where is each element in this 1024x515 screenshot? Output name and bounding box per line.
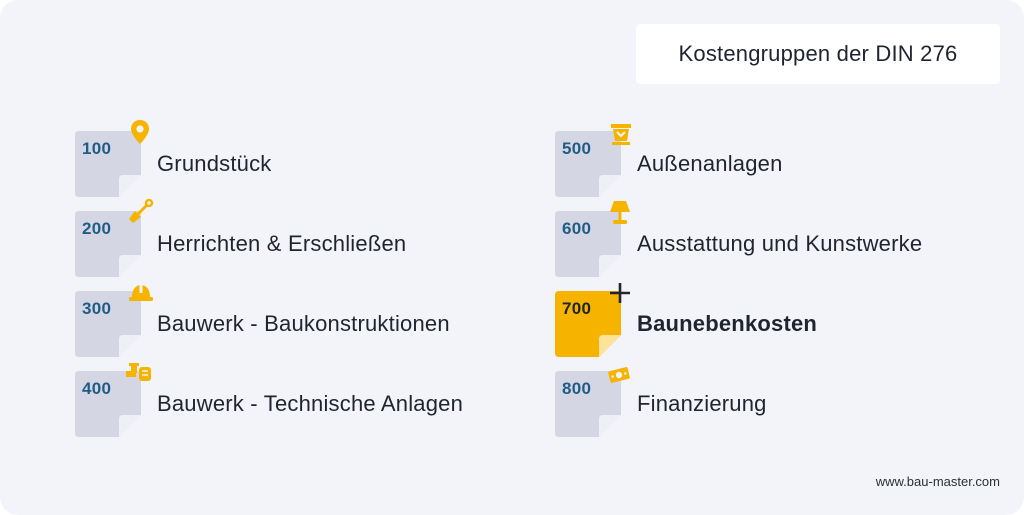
cost-group-500: 500 Außenanlagen xyxy=(555,124,1015,197)
cost-group-300: 300 Bauwerk - Baukonstruktionen xyxy=(75,285,535,357)
group-code: 200 xyxy=(82,219,112,238)
page-tile: 800 xyxy=(555,371,621,437)
page-title: Kostengruppen der DIN 276 xyxy=(678,41,958,66)
page-tile: 600 xyxy=(555,211,621,277)
hard-hat-icon xyxy=(129,285,153,301)
page-tile: 500 xyxy=(555,131,621,197)
cost-group-200: 200 Herrichten & Erschließen xyxy=(75,198,535,277)
group-label: Ausstattung und Kunstwerke xyxy=(637,231,923,256)
group-code: 300 xyxy=(82,299,112,318)
group-code: 400 xyxy=(82,379,112,398)
group-label: Finanzierung xyxy=(637,391,767,416)
group-code: 600 xyxy=(562,219,592,238)
group-label: Herrichten & Erschließen xyxy=(157,231,407,256)
title-box: Kostengruppen der DIN 276 xyxy=(636,24,1000,84)
banknote-icon xyxy=(608,367,630,383)
cost-group-100: 100 Grundstück xyxy=(75,120,535,197)
group-code: 500 xyxy=(562,139,592,158)
location-pin-icon xyxy=(131,120,149,144)
pipes-icon xyxy=(126,363,151,381)
page-tile-highlighted: 700 xyxy=(555,291,621,357)
group-label: Grundstück xyxy=(157,151,272,176)
page-tile: 400 xyxy=(75,371,141,437)
cost-group-800: 800 Finanzierung xyxy=(555,367,1015,437)
cost-group-700: 700 Baunebenkosten xyxy=(555,283,1015,357)
lamp-icon xyxy=(610,201,630,224)
cost-group-600: 600 Ausstattung und Kunstwerke xyxy=(555,201,1015,277)
group-code: 100 xyxy=(82,139,112,158)
plus-icon xyxy=(610,283,630,303)
group-label: Baunebenkosten xyxy=(637,311,818,336)
page-tile: 100 xyxy=(75,131,141,197)
shovel-icon xyxy=(129,198,154,223)
cost-group-400: 400 Bauwerk - Technische Anlagen xyxy=(75,363,535,437)
group-code: 700 xyxy=(562,299,592,318)
website-footer: www.bau-master.com xyxy=(875,474,1000,489)
page-tile: 200 xyxy=(75,211,141,277)
group-label: Bauwerk - Baukonstruktionen xyxy=(157,311,450,336)
group-code: 800 xyxy=(562,379,592,398)
group-label: Bauwerk - Technische Anlagen xyxy=(157,391,464,416)
page-tile: 300 xyxy=(75,291,141,357)
group-label: Außenanlagen xyxy=(637,151,783,176)
planter-icon xyxy=(611,124,631,145)
